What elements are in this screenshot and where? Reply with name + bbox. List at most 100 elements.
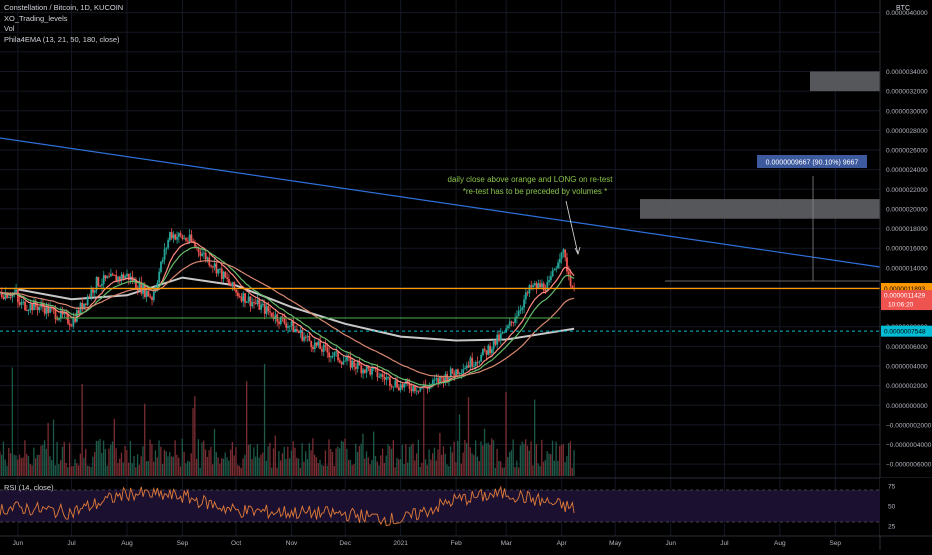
candle-body [92, 289, 94, 292]
volume-bar [325, 450, 326, 476]
candle-body [457, 369, 459, 374]
volume-bar [538, 463, 539, 476]
volume-bar [262, 452, 263, 476]
volume-bar [121, 453, 122, 476]
candle-body [550, 276, 552, 280]
volume-bar [421, 463, 422, 476]
price-tick-label: 0.0000002000 [886, 383, 928, 390]
volume-bar [405, 444, 406, 476]
volume-bar [339, 448, 340, 476]
candle-body [437, 378, 439, 383]
candle-body [63, 313, 65, 314]
candle-body [555, 268, 557, 269]
volume-bar [182, 439, 183, 476]
candle-body [563, 249, 565, 252]
volume-bar [284, 447, 285, 476]
volume-bar [110, 445, 111, 476]
volume-bar [303, 462, 304, 476]
volume-bar [357, 452, 358, 476]
candle-body [241, 297, 243, 302]
candle-body [38, 307, 40, 310]
volume-bar [359, 446, 360, 476]
candle-body [298, 331, 300, 333]
candle-body [99, 286, 101, 287]
volume-bar [223, 459, 224, 476]
volume-bar [1, 455, 2, 476]
candle-body [341, 362, 343, 364]
volume-bar [554, 461, 555, 476]
volume-bar [327, 466, 328, 476]
rsi-legend[interactable]: RSI (14, close) [4, 483, 54, 492]
volume-bar [373, 432, 374, 476]
volume-bar [273, 448, 274, 476]
candle-body [90, 289, 92, 296]
volume-bar [450, 446, 451, 476]
volume-bar [389, 446, 390, 476]
volume-bar [21, 458, 22, 476]
volume-bar [90, 467, 91, 476]
candle-body [190, 235, 192, 242]
volume-bar [128, 463, 129, 476]
candle-body [539, 283, 541, 287]
volume-bar [314, 455, 315, 476]
candle-body [543, 283, 545, 290]
volume-bar [103, 441, 104, 476]
volume-bar [344, 439, 345, 476]
symbol-title[interactable]: Constellation / Bitcoin, 1D, KUCOIN [4, 3, 123, 14]
candle-body [72, 318, 74, 327]
volume-bar [493, 440, 494, 476]
indicator-xo-levels[interactable]: XO_Trading_levels [4, 14, 123, 25]
candle-body [473, 366, 475, 367]
candle-body [532, 285, 534, 287]
candle-body [530, 285, 532, 287]
volume-bar [430, 460, 431, 476]
candle-body [10, 297, 12, 298]
volume-bar [402, 445, 403, 476]
volume-bar [457, 441, 458, 476]
volume-bar [411, 445, 412, 476]
volume-bar [309, 443, 310, 476]
volume-bar [183, 452, 184, 476]
candle-body [235, 290, 237, 293]
volume-bar [14, 455, 15, 476]
volume-bar [30, 464, 31, 476]
candle-body [78, 310, 80, 313]
volume-bar [462, 452, 463, 476]
candle-body [257, 300, 259, 304]
volume-bar [377, 461, 378, 476]
candle-body [462, 369, 464, 373]
volume-bar [83, 458, 84, 476]
candle-body [8, 297, 10, 298]
price-tick-label: −0.0000002000 [886, 422, 932, 429]
volume-bar [355, 444, 356, 476]
volume-bar [269, 443, 270, 476]
candle-body [69, 324, 71, 326]
candle-body [566, 258, 568, 272]
indicator-volume[interactable]: Vol [4, 24, 123, 35]
volume-bar [425, 459, 426, 476]
candle-body [496, 335, 498, 345]
volume-bar [486, 443, 487, 476]
volume-bar [260, 455, 261, 476]
candle-body [489, 346, 491, 354]
volume-bar [78, 465, 79, 476]
time-tick-label: Dec [339, 540, 351, 547]
candle-body [201, 254, 203, 256]
candle-body [97, 277, 99, 286]
volume-bar [335, 448, 336, 476]
candle-body [389, 377, 391, 386]
resistance-zone [640, 199, 880, 219]
volume-bar [230, 450, 231, 476]
candle-body [319, 341, 321, 349]
volume-bar [203, 441, 204, 476]
indicator-phila4ema[interactable]: Phila4EMA (13, 21, 50, 180, close) [4, 35, 123, 46]
candle-body [271, 313, 273, 317]
volume-bar [293, 441, 294, 476]
volume-bar [368, 457, 369, 476]
volume-bar [40, 446, 41, 476]
volume-bar [132, 463, 133, 476]
candle-body [334, 352, 336, 356]
volume-bar [423, 381, 424, 476]
